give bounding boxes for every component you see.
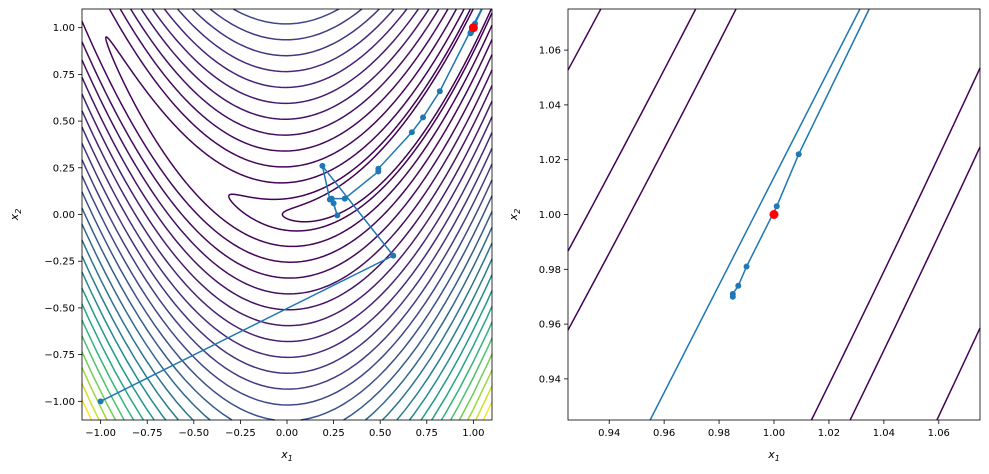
x-tick-label: 0.96: [653, 428, 675, 439]
x-tick-label: 0.00: [276, 428, 298, 439]
x-tick-label: −0.25: [225, 428, 256, 439]
optimizer-path-line: [649, 8, 870, 421]
optimizer-path-point: [330, 200, 337, 207]
optimizer-path-point: [795, 151, 802, 158]
y-axis-label: x2: [507, 209, 522, 222]
plot-area: [567, 8, 981, 421]
y-tick-label: −1.00: [44, 397, 75, 408]
contour-line: [81, 8, 493, 279]
right-zoomed-contour-plot: 0.94 0.96 0.98 1.00 1.02 1.04 1.06 0.94 0.96 0.98…: [507, 8, 981, 463]
y-tick-label: 0.98: [539, 265, 561, 276]
y-tick-label: 1.04: [539, 100, 561, 111]
contour-line: [81, 8, 493, 390]
contour-line: [81, 8, 493, 327]
y-tick-label: 0.96: [539, 320, 561, 331]
x-tick-label: 1.04: [873, 428, 895, 439]
contour-line: [81, 255, 493, 421]
optimizer-path-point: [743, 263, 750, 270]
x-tick-label: 0.25: [322, 428, 344, 439]
optimizer-path-point: [375, 165, 382, 172]
contour-line: [81, 8, 493, 406]
y-axis-label: x2: [8, 209, 23, 222]
y-tick-label: 0.94: [539, 374, 561, 385]
x-tick-label: 0.75: [416, 428, 438, 439]
contour-line: [81, 399, 493, 421]
contour-line: [567, 8, 981, 421]
optimizer-path-point: [436, 88, 443, 95]
y-tick-label: −0.50: [44, 303, 75, 314]
x-tick-label: −0.50: [178, 428, 209, 439]
y-tick-label: 1.00: [53, 23, 75, 34]
contour-line: [81, 223, 493, 421]
y-tick-label: 1.02: [539, 155, 561, 166]
optimizer-path-point: [420, 114, 427, 121]
contour-line: [81, 207, 493, 421]
x-axis-label: x1: [767, 448, 780, 463]
left-contour-plot: −1.00 −0.75 −0.50 −0.25 0.00 0.25 0.50 0.75 1.00…: [8, 8, 493, 463]
x-tick-label: 0.50: [369, 428, 391, 439]
optimizer-path-point: [341, 195, 348, 202]
y-tick-label: 0.50: [53, 117, 75, 128]
contour-line: [81, 8, 493, 263]
contour-line: [81, 8, 493, 375]
y-tick-label: −0.25: [44, 257, 75, 268]
contour-line: [81, 8, 493, 295]
contour-line: [81, 303, 493, 421]
contour-line: [105, 8, 493, 248]
optimizer-path-point: [334, 212, 341, 219]
contour-line: [81, 191, 493, 421]
optimizer-path-point: [773, 203, 780, 210]
optimizer-path-point: [408, 129, 415, 136]
y-tick-label: 0.25: [53, 163, 75, 174]
x-tick-label: 0.98: [708, 428, 730, 439]
x-tick-label: −0.75: [132, 428, 163, 439]
contour-line: [81, 239, 493, 421]
optimizer-path-point: [97, 398, 104, 405]
contour-line: [567, 8, 981, 421]
minimum-point: [468, 23, 478, 33]
x-tick-label: 1.00: [763, 428, 785, 439]
contour-line: [81, 8, 493, 343]
y-tick-label: 1.00: [539, 210, 561, 221]
minimum-point: [769, 210, 779, 219]
y-tick-label: 0.75: [53, 70, 75, 81]
contour-line: [81, 383, 493, 421]
x-tick-label: 0.94: [598, 428, 620, 439]
x-tick-label: 1.06: [928, 428, 950, 439]
x-tick-label: 1.00: [462, 428, 484, 439]
optimizer-path-point: [319, 162, 326, 169]
contour-line: [81, 367, 493, 421]
contour-line: [81, 335, 493, 421]
contour-line: [81, 271, 493, 421]
contour-line: [228, 8, 493, 232]
y-tick-label: −0.75: [44, 350, 75, 361]
y-tick-label: 0.00: [53, 210, 75, 221]
optimizer-path-point: [390, 252, 397, 259]
contour-line: [567, 8, 981, 421]
optimizer-path-point: [735, 282, 742, 289]
x-tick-label: −1.00: [85, 428, 116, 439]
contour-line: [81, 8, 493, 311]
contour-line: [81, 287, 493, 421]
plot-area: [81, 8, 493, 421]
contour-line: [81, 351, 493, 421]
y-tick-label: 1.06: [539, 46, 561, 57]
x-tick-label: 1.02: [818, 428, 840, 439]
optimizer-path-point: [328, 195, 335, 202]
x-axis-label: x1: [280, 448, 293, 463]
contour-line: [81, 319, 493, 421]
optimizer-path-point: [729, 293, 736, 300]
contour-line: [81, 8, 493, 359]
